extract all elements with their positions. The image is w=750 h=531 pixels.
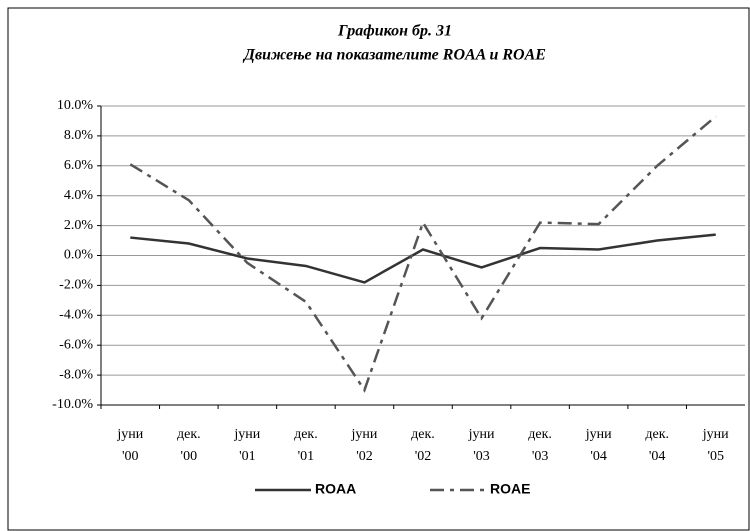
y-tick-label: 6.0%: [64, 158, 94, 173]
y-tick-label: -4.0%: [59, 308, 93, 323]
legend-label: ROAA: [315, 481, 356, 497]
y-tick-label: -8.0%: [59, 367, 93, 382]
legend-label: ROAE: [490, 481, 530, 497]
series-line: [129, 115, 717, 393]
chart-subtitle: Движење на показателите ROAA и ROAE: [242, 47, 546, 64]
x-tick-label: јуни '04: [585, 427, 612, 464]
x-tick-label: дек. '00: [177, 427, 201, 464]
y-tick-label: -10.0%: [52, 397, 93, 412]
x-tick-label: дек. '02: [411, 427, 435, 464]
x-tick-label: јуни '05: [702, 427, 729, 464]
y-tick-label: -2.0%: [59, 278, 93, 293]
y-tick-label: 0.0%: [64, 248, 94, 263]
x-tick-label: дек. '01: [294, 427, 318, 464]
series-line: [130, 233, 716, 284]
chart-border: [7, 7, 750, 531]
y-tick-label: 10.0%: [57, 98, 94, 113]
x-tick-label: дек. '03: [528, 427, 552, 464]
y-tick-label: 2.0%: [64, 218, 94, 233]
y-tick-label: 4.0%: [64, 188, 94, 203]
x-tick-label: јуни '00: [116, 427, 143, 464]
x-tick-label: јуни '03: [468, 427, 495, 464]
chart-title: Графикон бр. 31: [337, 23, 452, 40]
x-tick-label: јуни '02: [351, 427, 378, 464]
y-tick-label: -6.0%: [59, 337, 93, 352]
x-tick-label: дек. '04: [645, 427, 669, 464]
x-tick-label: јуни '01: [233, 427, 260, 464]
y-tick-label: 8.0%: [64, 128, 94, 143]
